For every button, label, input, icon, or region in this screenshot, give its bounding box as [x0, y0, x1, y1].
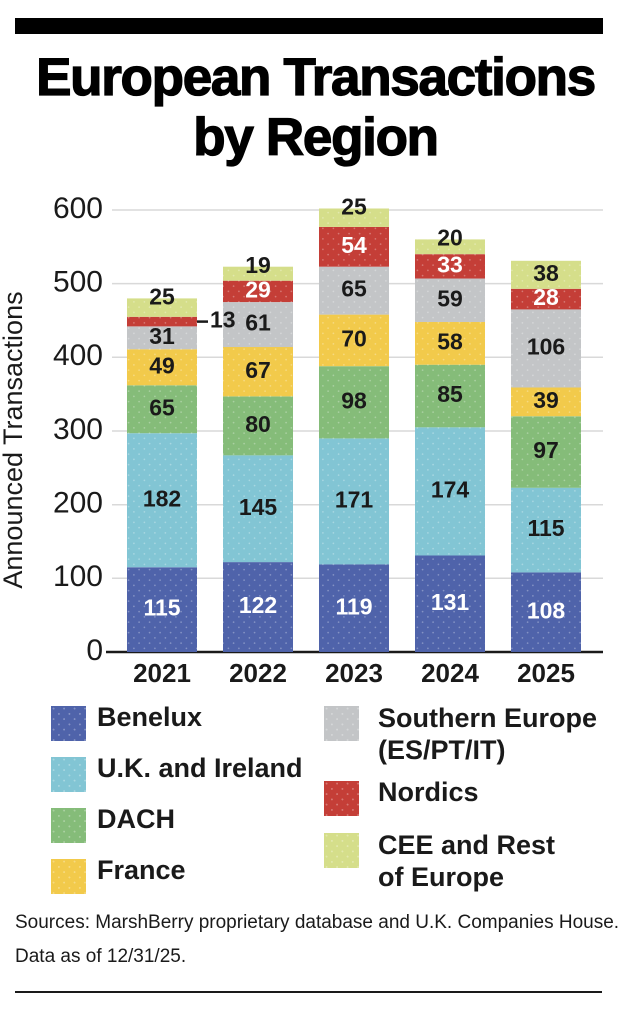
- svg-text:58: 58: [437, 328, 463, 354]
- svg-text:97: 97: [533, 437, 559, 463]
- svg-text:59: 59: [437, 285, 463, 311]
- svg-text:2021: 2021: [133, 658, 191, 688]
- svg-text:25: 25: [149, 283, 175, 309]
- svg-text:174: 174: [431, 476, 470, 502]
- svg-text:300: 300: [53, 413, 103, 446]
- svg-text:200: 200: [53, 487, 103, 520]
- svg-text:70: 70: [341, 325, 367, 351]
- svg-text:115: 115: [527, 515, 564, 541]
- svg-text:38: 38: [533, 260, 559, 286]
- svg-text:100: 100: [53, 560, 103, 593]
- svg-text:25: 25: [341, 194, 367, 220]
- svg-text:28: 28: [533, 284, 559, 310]
- svg-text:98: 98: [341, 387, 367, 413]
- svg-text:13: 13: [210, 307, 236, 333]
- svg-text:115: 115: [143, 595, 180, 621]
- svg-text:182: 182: [143, 485, 181, 511]
- svg-text:67: 67: [245, 357, 271, 383]
- svg-text:2023: 2023: [325, 658, 383, 688]
- svg-text:2024: 2024: [421, 658, 479, 688]
- svg-text:108: 108: [527, 597, 566, 623]
- svg-text:2022: 2022: [229, 658, 287, 688]
- svg-text:54: 54: [341, 232, 367, 258]
- svg-text:131: 131: [431, 589, 470, 615]
- svg-text:65: 65: [341, 276, 367, 302]
- svg-text:31: 31: [149, 323, 175, 349]
- svg-text:20: 20: [437, 224, 463, 250]
- svg-text:500: 500: [53, 266, 103, 299]
- svg-text:106: 106: [527, 334, 565, 360]
- svg-text:39: 39: [533, 387, 559, 413]
- svg-text:119: 119: [335, 593, 372, 619]
- svg-text:0: 0: [86, 634, 103, 667]
- svg-text:49: 49: [149, 352, 175, 378]
- svg-text:600: 600: [53, 192, 103, 225]
- svg-text:2025: 2025: [517, 658, 575, 688]
- svg-text:400: 400: [53, 339, 103, 372]
- svg-text:61: 61: [245, 310, 271, 336]
- svg-text:19: 19: [245, 252, 271, 278]
- svg-text:145: 145: [239, 494, 278, 520]
- svg-text:122: 122: [239, 592, 277, 618]
- svg-text:29: 29: [245, 276, 271, 302]
- svg-text:33: 33: [437, 251, 463, 277]
- svg-text:171: 171: [335, 486, 374, 512]
- svg-text:80: 80: [245, 411, 271, 437]
- svg-text:65: 65: [149, 394, 175, 420]
- svg-text:85: 85: [437, 381, 463, 407]
